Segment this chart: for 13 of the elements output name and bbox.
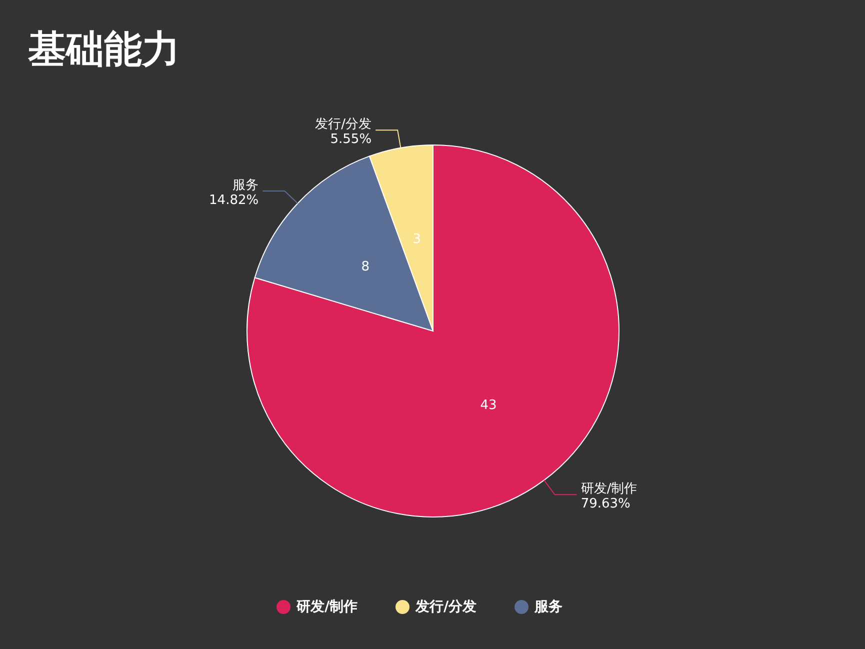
text: 14.82% xyxy=(209,193,259,208)
text: 5.55% xyxy=(330,132,372,148)
legend-label: 发行/分发 xyxy=(414,598,477,615)
legend-label: 服务 xyxy=(534,598,562,615)
slice-label: 发行/分发 xyxy=(315,117,372,132)
text: 79.63% xyxy=(580,496,630,512)
legend-label: 研发/制作 xyxy=(296,598,358,615)
data-label: 43 xyxy=(480,398,497,414)
slice-label: 研发/制作 xyxy=(580,482,638,497)
slice-label: 服务 xyxy=(232,178,259,194)
chart-title: 基础能力 xyxy=(27,27,180,71)
data-label: 3 xyxy=(412,232,421,247)
data-label: 8 xyxy=(361,260,370,275)
